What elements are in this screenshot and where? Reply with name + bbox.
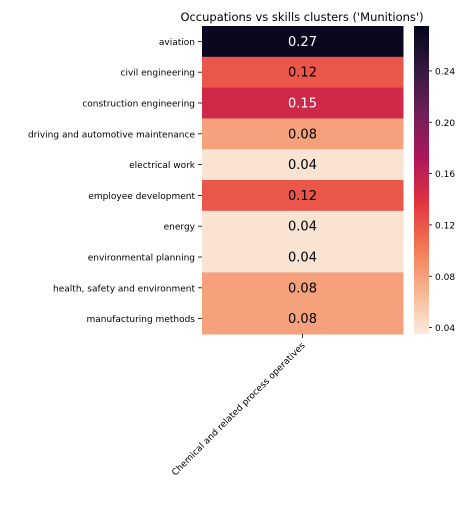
y-tick-label: environmental planning (88, 254, 195, 264)
heatmap-cell-electrical-work (202, 149, 404, 181)
colorbar-tick-label: 0.12 (435, 221, 455, 231)
y-tick-label: electrical work (129, 161, 196, 171)
heatmap-cell-health-safety-and-environment (202, 272, 404, 304)
heatmap-cell-labels: 0.27 0.12 0.15 0.08 0.04 0.12 0.04 0.04 0.08 0.08 (288, 35, 317, 327)
y-axis-tick-labels: aviation civil engineering construction en… (28, 38, 202, 325)
colorbar-tick-label: 0.16 (435, 170, 455, 180)
cell-value-label: 0.27 (288, 35, 317, 50)
chart-title: Occupations vs skills clusters ('Munitio… (180, 10, 423, 24)
heatmap-cell-manufacturing-methods (202, 303, 404, 335)
heatmap-cell-environmental-planning (202, 241, 404, 273)
colorbar-tick-label: 0.08 (435, 273, 455, 283)
y-tick-label: aviation (159, 38, 195, 48)
colorbar: 0.04 0.08 0.12 0.16 0.20 0.24 (414, 26, 455, 334)
heatmap-cell-aviation (202, 26, 404, 58)
y-tick-label: health, safety and environment (53, 284, 195, 294)
x-axis-tick-labels: Chemical and related process operatives (170, 334, 308, 478)
y-tick-label: civil engineering (121, 69, 196, 79)
heatmap-cell-employee-development (202, 180, 404, 212)
y-tick-label: energy (164, 223, 196, 233)
cell-value-label: 0.04 (288, 158, 317, 173)
colorbar-tick-label: 0.20 (435, 119, 455, 129)
y-tick-label: manufacturing methods (87, 315, 196, 325)
heatmap-cell-energy (202, 210, 404, 243)
colorbar-tick-label: 0.04 (435, 324, 455, 334)
colorbar-scale (414, 26, 429, 334)
heatmap-cell-civil-engineering (202, 56, 404, 89)
y-tick-label: driving and automotive maintenance (28, 130, 196, 140)
cell-value-label: 0.08 (288, 281, 317, 296)
y-tick-label: employee development (88, 192, 195, 202)
cell-value-label: 0.04 (288, 251, 317, 266)
x-tick-label: Chemical and related process operatives (170, 341, 307, 478)
heatmap-cell-construction-engineering (202, 87, 404, 119)
cell-value-label: 0.12 (288, 189, 317, 204)
heatmap-cell-driving-and-automotive-maintenance (202, 118, 404, 150)
cell-value-label: 0.15 (288, 97, 317, 112)
y-tick-label: construction engineering (82, 100, 195, 110)
cell-value-label: 0.08 (288, 312, 317, 327)
heatmap-cells (202, 26, 404, 335)
colorbar-tick-label: 0.24 (435, 67, 455, 77)
cell-value-label: 0.04 (288, 220, 317, 235)
cell-value-label: 0.12 (288, 66, 317, 81)
cell-value-label: 0.08 (288, 127, 317, 142)
